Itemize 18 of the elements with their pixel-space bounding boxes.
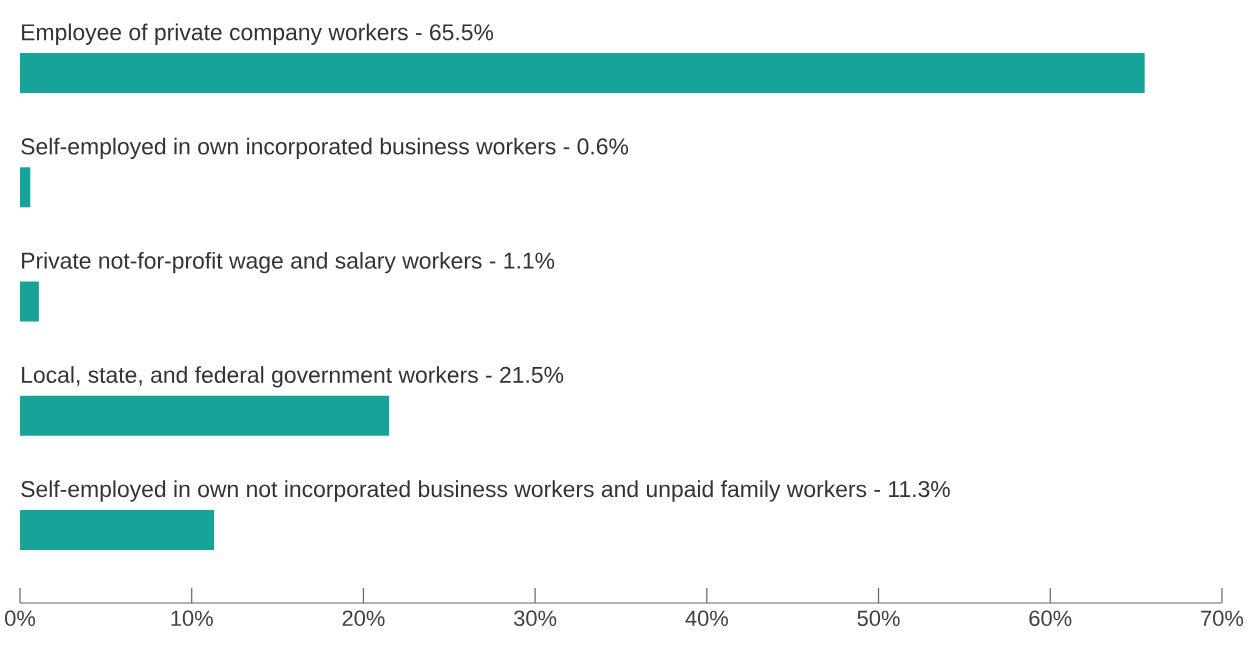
- bar: [20, 509, 215, 550]
- x-tick-label: 0%: [5, 610, 36, 627]
- y-tick-label: Employee of private company workers - 65.5%: [22, 23, 494, 45]
- bar: [20, 53, 1145, 94]
- x-tick-label: 70%: [1201, 610, 1244, 627]
- x-tick-label: 20%: [342, 610, 385, 627]
- y-tick-label: Self-employed in own not incorporated business workers and unpaid family workers - 11.3%: [21, 480, 950, 502]
- x-tick-label: 30%: [514, 610, 557, 627]
- bar: [20, 395, 390, 436]
- bar: [20, 281, 39, 322]
- x-tick-label: 50%: [857, 610, 900, 627]
- x-tick-label: 60%: [1029, 610, 1072, 627]
- y-tick-label: Local, state, and federal government workers - 21.5%: [22, 366, 564, 388]
- x-tick-label: 40%: [685, 610, 728, 627]
- y-tick-label: Private not-for-profit wage and salary workers - 1.1%: [22, 251, 555, 274]
- y-tick-label: Self-employed in own incorporated business workers - 0.6%: [21, 137, 629, 160]
- x-tick-label: 10%: [171, 610, 213, 627]
- bar: [20, 167, 31, 208]
